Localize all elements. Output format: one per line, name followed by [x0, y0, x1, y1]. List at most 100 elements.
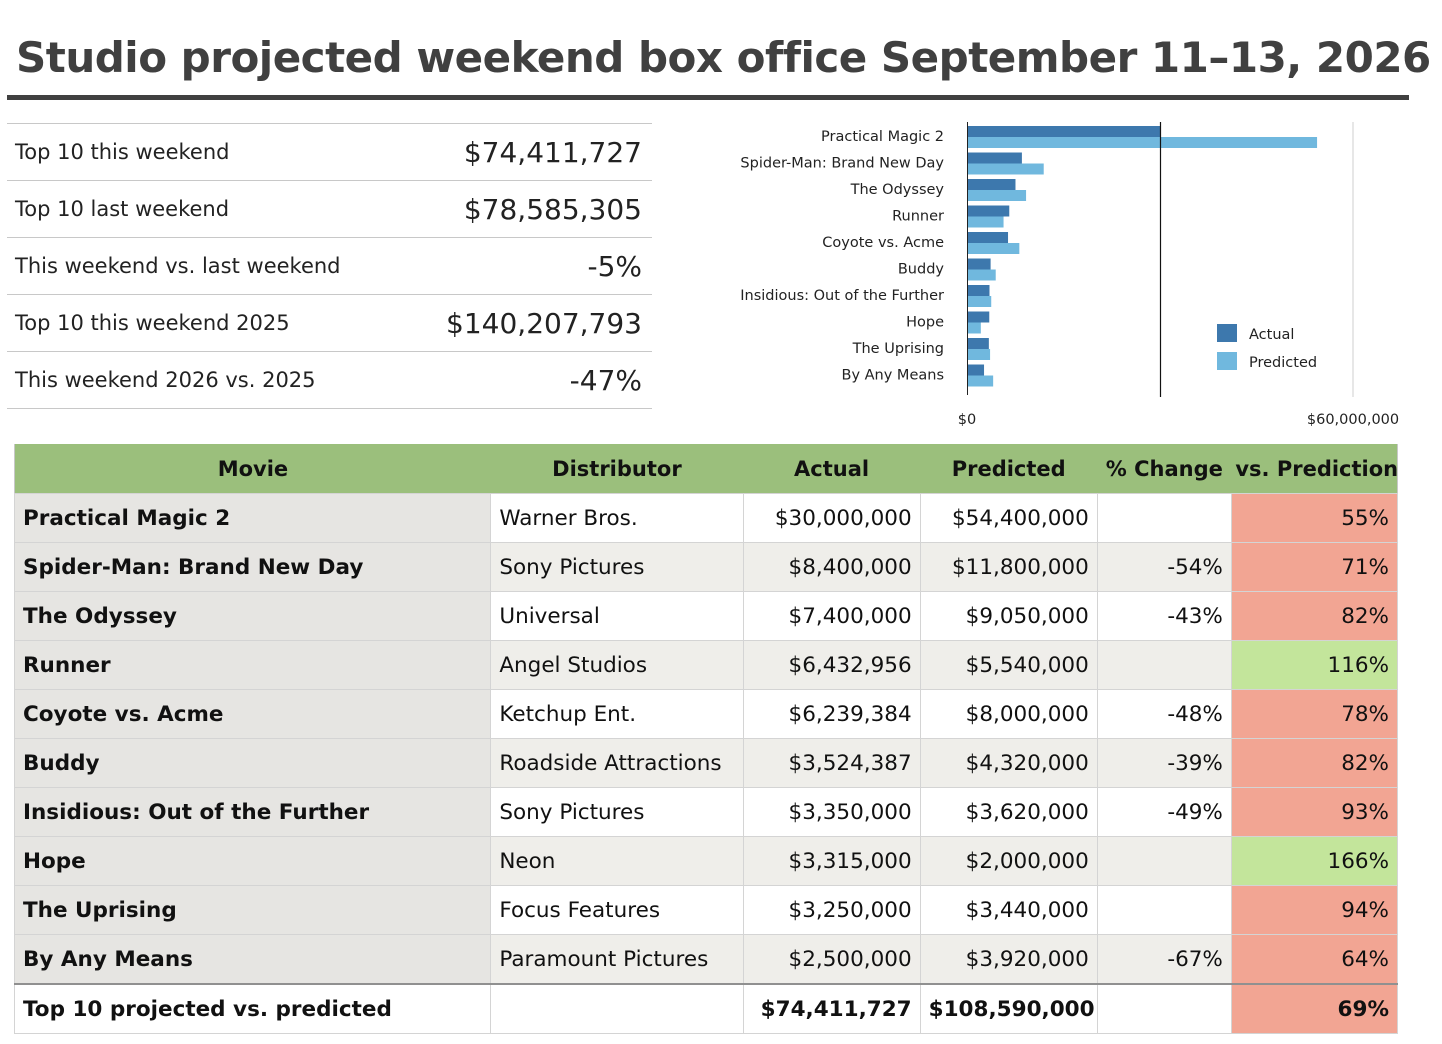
bar-predicted: [968, 190, 1027, 201]
total-row: Top 10 projected vs. predicted $74,411,7…: [13, 983, 1399, 1034]
change-cell: [1096, 493, 1232, 543]
actual-cell: $6,432,956: [742, 640, 921, 690]
predicted-cell: $54,400,000: [919, 493, 1098, 543]
column-header-distributor: Distributor: [490, 444, 744, 494]
vs-prediction-cell: 64%: [1230, 934, 1399, 985]
movie-cell: Practical Magic 2: [13, 493, 492, 543]
total-label: Top 10 projected vs. predicted: [13, 983, 492, 1034]
page-title: Studio projected weekend box office Sept…: [16, 33, 1431, 82]
bar-actual: [968, 338, 989, 349]
summary-label: Top 10 this weekend 2025: [7, 294, 405, 352]
predicted-cell: $5,540,000: [919, 640, 1098, 690]
actual-cell: $3,250,000: [742, 885, 921, 935]
category-label: Hope: [906, 315, 944, 331]
change-cell: -67%: [1096, 934, 1232, 985]
summary-row: This weekend 2026 vs. 2025 -47%: [7, 351, 652, 409]
total-actual: $74,411,727: [742, 983, 921, 1034]
table-row: Coyote vs. Acme Ketchup Ent. $6,239,384 $8,…: [13, 689, 1399, 739]
bar-actual: [968, 232, 1009, 243]
bar-predicted: [968, 216, 1004, 228]
movie-cell: Insidious: Out of the Further: [13, 787, 492, 837]
bar-predicted: [968, 375, 994, 387]
table-row: Buddy Roadside Attractions $3,524,387 $4,32…: [13, 738, 1399, 788]
movie-cell: Buddy: [13, 738, 492, 788]
summary-label: This weekend 2026 vs. 2025: [7, 351, 405, 409]
predicted-cell: $9,050,000: [919, 591, 1098, 641]
bar-actual: [968, 258, 991, 270]
movie-cell: Spider-Man: Brand New Day: [13, 542, 492, 592]
bar-actual: [968, 205, 1010, 217]
actual-cell: $6,239,384: [742, 689, 921, 739]
category-label: Practical Magic 2: [821, 129, 944, 145]
vs-prediction-cell: 82%: [1230, 738, 1399, 788]
movie-cell: Runner: [13, 640, 492, 690]
distributor-cell: Universal: [490, 591, 744, 641]
column-header-actual: Actual: [743, 444, 921, 494]
table-header-row: Movie Distributor Actual Predicted % Cha…: [14, 444, 1398, 494]
distributor-cell: Focus Features: [490, 885, 744, 935]
chart-axes: Practical Magic 2 Spider-Man: Brand New D…: [740, 122, 1399, 428]
table-row: By Any Means Paramount Pictures $2,500,000…: [13, 934, 1399, 985]
distributor-cell: Ketchup Ent.: [490, 689, 744, 739]
summary-label: This weekend vs. last weekend: [7, 237, 405, 295]
change-cell: -54%: [1096, 542, 1232, 592]
summary-row: This weekend vs. last weekend -5%: [7, 237, 652, 295]
summary-label: Top 10 last weekend: [7, 180, 405, 238]
summary-value: -47%: [404, 351, 652, 409]
bar-predicted: [968, 322, 981, 334]
column-header-change: % Change: [1097, 444, 1232, 494]
bar-predicted: [968, 296, 992, 307]
summary-value: -5%: [404, 237, 652, 295]
table-row: Runner Angel Studios $6,432,956 $5,540,000 1…: [13, 640, 1399, 690]
category-label: The Odyssey: [850, 182, 945, 198]
bar-predicted: [968, 243, 1020, 254]
actual-cell: $3,524,387: [742, 738, 921, 788]
category-label: Coyote vs. Acme: [822, 235, 944, 251]
legend-label: Predicted: [1249, 355, 1317, 371]
distributor-cell: Roadside Attractions: [490, 738, 744, 788]
bar-actual: [968, 152, 1022, 164]
summary-value: $140,207,793: [404, 294, 652, 352]
vs-prediction-cell: 93%: [1230, 787, 1399, 837]
summary-row: Top 10 this weekend 2025 $140,207,793: [7, 294, 652, 352]
table-row: Hope Neon $3,315,000 $2,000,000 166%: [13, 836, 1399, 886]
bar-predicted: [968, 349, 991, 360]
predicted-cell: $8,000,000: [919, 689, 1098, 739]
table-row: Spider-Man: Brand New Day Sony Pictures $8…: [13, 542, 1399, 592]
category-label: The Uprising: [852, 341, 944, 357]
vs-prediction-cell: 116%: [1230, 640, 1399, 690]
column-header-movie: Movie: [14, 444, 491, 494]
distributor-cell: Angel Studios: [490, 640, 744, 690]
summary-row: Top 10 this weekend $74,411,727: [7, 123, 652, 181]
legend-swatch: [1217, 352, 1237, 370]
category-label: Insidious: Out of the Further: [740, 288, 944, 304]
bar-actual: [968, 179, 1016, 190]
box-office-table: Movie Distributor Actual Predicted % Cha…: [13, 444, 1399, 1034]
actual-cell: $2,500,000: [742, 934, 921, 985]
distributor-cell: Warner Bros.: [490, 493, 744, 543]
vs-prediction-cell: 166%: [1230, 836, 1399, 886]
bar-actual: [968, 311, 990, 323]
chart-bars: [968, 126, 1318, 387]
movie-cell: By Any Means: [13, 934, 492, 985]
summary-label: Top 10 this weekend: [7, 123, 405, 181]
bar-chart: Practical Magic 2 Spider-Man: Brand New D…: [740, 122, 1399, 428]
summary-table: Top 10 this weekend $74,411,727 Top 10 l…: [7, 123, 652, 409]
table-row: The Uprising Focus Features $3,250,000 $3,4…: [13, 885, 1399, 935]
x-tick-label: $60,000,000: [1307, 412, 1399, 428]
summary-value: $78,585,305: [404, 180, 652, 238]
actual-cell: $30,000,000: [742, 493, 921, 543]
legend-swatch: [1217, 324, 1237, 342]
predicted-cell: $4,320,000: [919, 738, 1098, 788]
category-label: Spider-Man: Brand New Day: [740, 156, 944, 172]
vs-prediction-cell: 82%: [1230, 591, 1399, 641]
category-label: Buddy: [898, 262, 945, 278]
vs-prediction-cell: 55%: [1230, 493, 1399, 543]
total-vs-prediction: 69%: [1230, 983, 1399, 1034]
change-cell: -49%: [1096, 787, 1232, 837]
total-predicted: $108,590,000: [919, 983, 1098, 1034]
distributor-cell: Paramount Pictures: [490, 934, 744, 985]
x-tick-label: $0: [958, 412, 976, 428]
actual-cell: $8,400,000: [742, 542, 921, 592]
category-label: Runner: [892, 209, 944, 225]
